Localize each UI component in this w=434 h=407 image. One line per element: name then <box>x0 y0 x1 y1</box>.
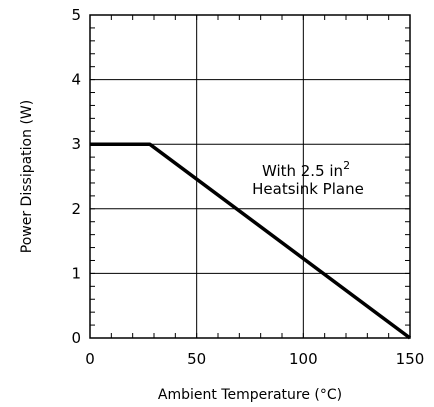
grid <box>90 15 410 338</box>
series-layer <box>90 142 412 340</box>
y-tick-label: 1 <box>71 264 81 282</box>
annotation-line-1: With 2.5 in2 <box>262 159 350 180</box>
y-tick-labels: 0 1 2 3 4 5 <box>71 6 81 347</box>
annotation-line-2: Heatsink Plane <box>252 180 364 198</box>
y-tick-label: 4 <box>71 71 81 89</box>
x-tick-label: 50 <box>187 350 206 368</box>
series-line <box>90 142 412 340</box>
minor-ticks <box>89 14 411 339</box>
plot-frame <box>89 14 411 339</box>
annotation-line-1-text: With 2.5 in <box>262 162 343 180</box>
x-tick-label: 150 <box>396 350 425 368</box>
y-axis-label: Power Dissipation (W) <box>19 100 35 253</box>
annotation-superscript: 2 <box>343 159 350 172</box>
x-axis-label: Ambient Temperature (°C) <box>158 387 342 403</box>
x-tick-labels: 0 50 100 150 <box>85 350 424 368</box>
y-tick-label: 2 <box>71 200 81 218</box>
x-tick-label: 100 <box>289 350 318 368</box>
y-tick-label: 0 <box>71 329 81 347</box>
y-tick-label: 3 <box>71 135 81 153</box>
y-tick-label: 5 <box>71 6 81 24</box>
x-tick-label: 0 <box>85 350 95 368</box>
